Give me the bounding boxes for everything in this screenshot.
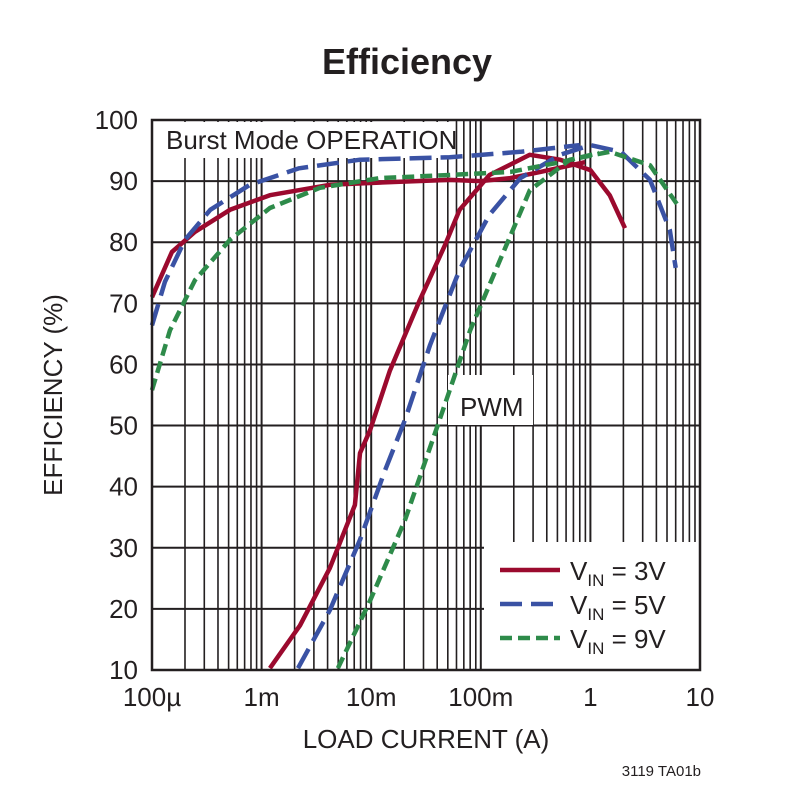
x-tick-label: 10	[686, 682, 715, 712]
x-tick-label: 1m	[244, 682, 280, 712]
series-line-vin-0-burst	[149, 160, 586, 299]
series-line-vin-0-pwm	[268, 152, 628, 670]
y-tick-label: 100	[95, 105, 138, 135]
legend-label: VIN = 9V	[570, 624, 666, 658]
series-line-vin-2-pwm	[335, 149, 680, 670]
x-tick-label: 100µ	[123, 682, 181, 712]
legend-label: VIN = 5V	[570, 590, 666, 624]
y-tick-label: 20	[109, 594, 138, 624]
y-tick-label: 60	[109, 349, 138, 379]
series-line-vin-1-pwm	[296, 142, 678, 670]
y-tick-label: 90	[109, 166, 138, 196]
burst-label-box	[157, 122, 450, 158]
annotation-burst-mode: Burst Mode OPERATION	[166, 125, 457, 155]
plot-frame	[150, 118, 702, 672]
x-tick-label: 10m	[346, 682, 397, 712]
y-tick-label: 40	[109, 472, 138, 502]
annotation-pwm: PWM	[460, 392, 524, 422]
tick-labels: 10 20 30 40 50 60 70 80 90 100 100µ 1m 10m 100m 1 10	[95, 105, 715, 712]
x-tick-label: 1	[583, 682, 597, 712]
footnote: 3119 TA01b	[622, 763, 701, 780]
chart-title: Efficiency	[322, 41, 492, 82]
series-line-vin-2-burst	[149, 150, 600, 391]
y-axis-label: EFFICIENCY (%)	[38, 294, 68, 496]
legend-label: VIN = 3V	[570, 556, 666, 590]
y-tick-label: 70	[109, 288, 138, 318]
y-tick-label: 50	[109, 411, 138, 441]
y-tick-label: 30	[109, 533, 138, 563]
curves	[149, 142, 680, 670]
x-tick-label: 100m	[448, 682, 513, 712]
x-axis-label: LOAD CURRENT (A)	[303, 724, 550, 754]
series-line-vin-1-burst	[149, 142, 581, 326]
y-tick-label: 10	[109, 655, 138, 685]
y-tick-label: 80	[109, 227, 138, 257]
pwm-label-box	[448, 375, 533, 425]
